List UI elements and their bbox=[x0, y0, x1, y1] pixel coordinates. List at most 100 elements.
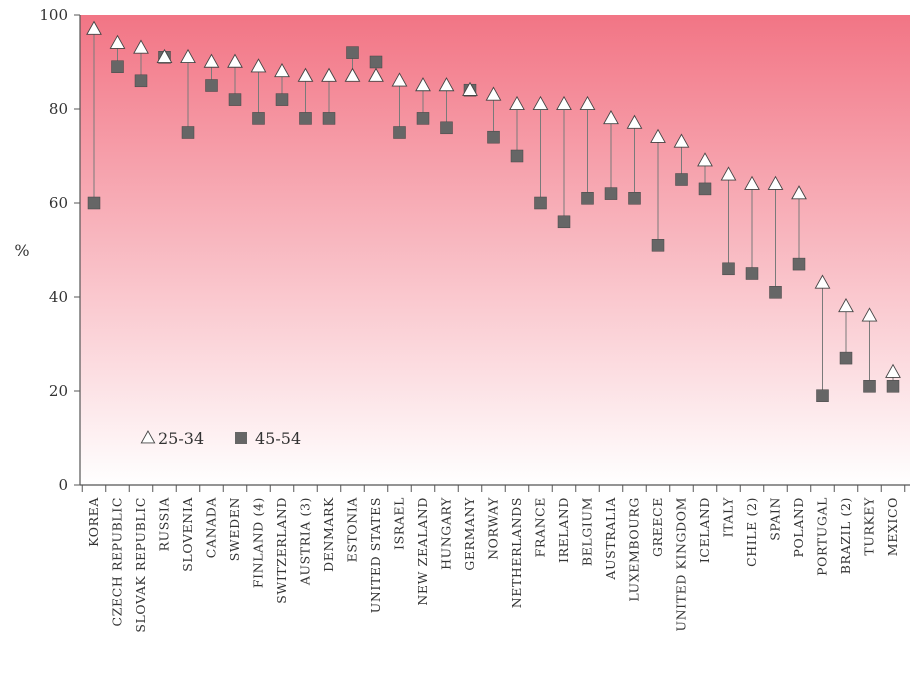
x-category-label: BELGIUM bbox=[580, 497, 595, 566]
series-25-34-point bbox=[438, 77, 455, 92]
series-45-54-point bbox=[87, 196, 101, 210]
y-tick-label: 80 bbox=[49, 100, 68, 118]
labels: 0 20 40 60 80 100% KOREA CZECH REPUBLIC SLOVAK R… bbox=[14, 6, 900, 633]
x-category-label: DENMARK bbox=[321, 497, 336, 572]
x-category-label: LUXEMBOURG bbox=[627, 497, 642, 602]
x-category-label: ISRAEL bbox=[392, 497, 407, 550]
series-45-54-point bbox=[393, 126, 406, 139]
series-25-34-point bbox=[250, 58, 267, 73]
series-25-34-point bbox=[720, 166, 737, 181]
axes bbox=[74, 14, 910, 492]
x-category-label: SLOVENIA bbox=[180, 497, 195, 572]
series-25-34-point bbox=[297, 67, 314, 82]
series-45-54-point bbox=[205, 79, 218, 92]
legend-label-45-54: 45-54 bbox=[255, 429, 301, 448]
x-category-label: FINLAND (4) bbox=[251, 497, 266, 588]
series-45-54-point bbox=[839, 351, 853, 365]
series-25-34-point bbox=[603, 109, 619, 125]
x-category-label: RUSSIA bbox=[157, 497, 172, 552]
x-category-label: SWEDEN bbox=[227, 497, 242, 561]
series-25-34-point bbox=[767, 175, 784, 190]
series-45-54-point bbox=[863, 380, 876, 393]
x-category-label: NORWAY bbox=[486, 497, 501, 560]
series-45-54-point bbox=[651, 239, 665, 252]
legend: 25-34 45-54 bbox=[140, 429, 301, 448]
series-45-54-point bbox=[886, 380, 900, 393]
series-25-34-point bbox=[556, 95, 572, 111]
series-45-54-point bbox=[111, 60, 124, 73]
y-tick-label: 60 bbox=[49, 194, 68, 212]
x-category-label: ITALY bbox=[721, 497, 736, 538]
series-45-54-point bbox=[604, 187, 618, 200]
x-category-label: AUSTRALIA bbox=[603, 497, 618, 581]
x-category-label: NEW ZEALAND bbox=[415, 497, 430, 606]
x-category-label: FRANCE bbox=[533, 497, 548, 557]
series-25-34-point bbox=[180, 48, 196, 63]
series-25-34-point bbox=[579, 95, 596, 111]
series-45-54-point bbox=[322, 112, 336, 125]
series-25-34-point bbox=[462, 81, 478, 96]
legend-triangle-marker bbox=[140, 430, 156, 444]
series-25-34-point bbox=[415, 77, 431, 92]
series-25-34-point bbox=[368, 67, 384, 82]
x-category-label: AUSTRIA (3) bbox=[298, 497, 313, 586]
x-category-label: ICELAND bbox=[697, 497, 712, 563]
y-axis-label: % bbox=[14, 241, 29, 260]
series-45-54-point bbox=[181, 126, 195, 139]
x-category-label: CHILE (2) bbox=[744, 497, 759, 567]
series-45-54-point bbox=[228, 93, 242, 106]
series-25-34-point bbox=[391, 72, 408, 87]
series-45-54-point bbox=[557, 215, 571, 229]
series-25-34-point bbox=[203, 53, 220, 68]
x-category-label: CZECH REPUBLIC bbox=[110, 497, 125, 626]
x-category-label: ESTONIA bbox=[345, 497, 360, 563]
series-45-54-point bbox=[792, 257, 806, 271]
x-category-label: BRAZIL (2) bbox=[838, 497, 853, 574]
y-tick-label: 0 bbox=[58, 476, 68, 494]
series-25-34-point bbox=[626, 114, 643, 129]
y-tick-label: 100 bbox=[39, 6, 68, 24]
x-category-label: POLAND bbox=[791, 497, 806, 558]
series-45-54-point bbox=[299, 112, 312, 125]
x-category-label: CANADA bbox=[204, 497, 219, 559]
y-tick-label: 20 bbox=[49, 382, 68, 400]
series-45-54-point bbox=[816, 389, 829, 402]
series-45-54-point bbox=[416, 112, 430, 125]
series-25-34-point bbox=[344, 67, 361, 82]
series-25-34-point bbox=[485, 86, 502, 101]
x-category-label: SLOVAK REPUBLIC bbox=[133, 497, 148, 633]
series-45-54-point bbox=[769, 286, 782, 299]
series-25-34-point bbox=[321, 67, 337, 82]
series-45-54-point bbox=[698, 182, 712, 196]
x-category-label: UNITED KINGDOM bbox=[674, 497, 689, 632]
x-category-label: HUNGARY bbox=[439, 497, 454, 570]
series-25-34-point bbox=[673, 133, 690, 148]
series-25-34-point bbox=[86, 20, 102, 35]
x-category-label: TURKEY bbox=[862, 497, 877, 556]
series-25-34-point bbox=[885, 363, 901, 378]
plot-background bbox=[80, 15, 910, 485]
series-25-34-point bbox=[791, 185, 807, 200]
series-45-54-point bbox=[628, 192, 641, 205]
x-category-label: NETHERLANDS bbox=[509, 497, 524, 608]
legend-square-marker bbox=[235, 432, 247, 444]
series-45-54-point bbox=[745, 267, 759, 280]
series-45-54-point bbox=[252, 112, 265, 125]
series-25-34-point bbox=[109, 34, 126, 49]
x-category-label: GERMANY bbox=[462, 497, 477, 571]
series-25-34-point bbox=[509, 95, 525, 111]
series-45-54-point bbox=[487, 130, 500, 144]
series-25-34-point bbox=[838, 297, 854, 313]
series-25-34-point bbox=[274, 62, 290, 78]
x-category-label: UNITED STATES bbox=[368, 497, 383, 613]
legend-label-25-34: 25-34 bbox=[158, 429, 204, 448]
series-25-34-point bbox=[861, 307, 878, 322]
x-category-label: KOREA bbox=[86, 497, 101, 547]
series-45-54-point bbox=[369, 55, 383, 69]
series-25-34-point bbox=[532, 95, 549, 111]
x-category-label: MEXICO bbox=[885, 497, 900, 556]
series-25-34-point bbox=[133, 39, 149, 54]
x-category-label: IRELAND bbox=[556, 497, 571, 563]
x-category-label: GREECE bbox=[650, 497, 665, 557]
